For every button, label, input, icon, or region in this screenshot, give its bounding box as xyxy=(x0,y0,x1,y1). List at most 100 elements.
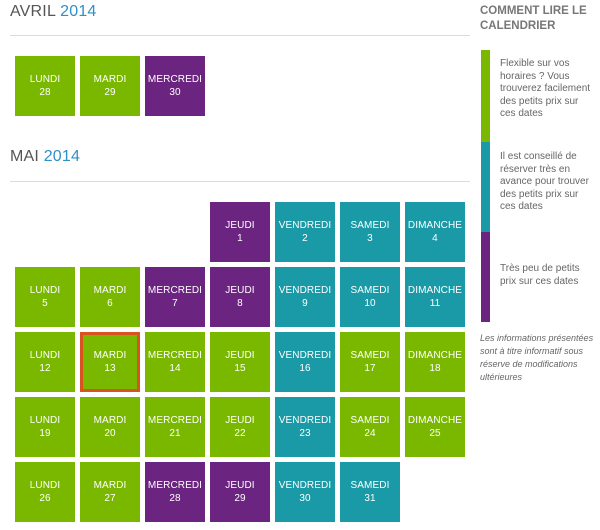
day-cell[interactable]: DIMANCHE 18 xyxy=(405,332,465,392)
day-date: 28 xyxy=(169,493,181,504)
day-cell[interactable]: SAMEDI 17 xyxy=(340,332,400,392)
day-date: 12 xyxy=(39,363,51,374)
month-name: MAI xyxy=(10,148,40,165)
legend-bar-teal xyxy=(481,142,490,232)
day-date: 25 xyxy=(429,428,441,439)
day-weekday: LUNDI xyxy=(29,285,61,296)
day-date: 15 xyxy=(234,363,246,374)
month-year: 2014 xyxy=(43,148,81,165)
day-date: 11 xyxy=(429,298,441,309)
day-weekday: VENDREDI xyxy=(278,415,332,426)
legend-text-purple: Très peu de petits prix sur ces dates xyxy=(500,263,580,287)
day-date: 19 xyxy=(39,428,51,439)
day-cell[interactable]: VENDREDI 16 xyxy=(275,332,335,392)
day-weekday: MARDI xyxy=(93,285,127,296)
legend-note: Les informations présentées sont à titre… xyxy=(480,333,594,382)
day-cell[interactable]: VENDREDI 30 xyxy=(275,462,335,522)
day-date: 30 xyxy=(169,87,181,98)
day-date: 29 xyxy=(104,87,116,98)
day-weekday: JEUDI xyxy=(225,350,255,361)
month-heading-mai: MAI 2014 xyxy=(10,148,80,166)
day-weekday: SAMEDI xyxy=(350,220,390,231)
day-cell[interactable]: JEUDI 1 xyxy=(210,202,270,262)
legend-text-green: Flexible sur vos horaires ? Vous trouver… xyxy=(500,58,591,119)
day-date: 23 xyxy=(299,428,311,439)
day-cell[interactable]: LUNDI 5 xyxy=(15,267,75,327)
day-weekday: JEUDI xyxy=(225,480,255,491)
day-date: 7 xyxy=(172,298,178,309)
day-weekday: VENDREDI xyxy=(278,220,332,231)
day-cell[interactable]: MERCREDI 21 xyxy=(145,397,205,457)
day-date: 10 xyxy=(364,298,376,309)
day-weekday: LUNDI xyxy=(29,350,61,361)
day-weekday: JEUDI xyxy=(225,415,255,426)
day-weekday: VENDREDI xyxy=(278,350,332,361)
day-date: 26 xyxy=(39,493,51,504)
day-cell[interactable]: DIMANCHE 25 xyxy=(405,397,465,457)
day-date: 21 xyxy=(169,428,181,439)
day-cell[interactable]: LUNDI 28 xyxy=(15,56,75,116)
month-heading-avril: AVRIL 2014 xyxy=(10,3,97,21)
day-date: 5 xyxy=(42,298,48,309)
day-cell[interactable]: MARDI 20 xyxy=(80,397,140,457)
day-cell[interactable]: LUNDI 26 xyxy=(15,462,75,522)
day-date: 20 xyxy=(104,428,116,439)
day-cell[interactable]: JEUDI 29 xyxy=(210,462,270,522)
day-weekday: JEUDI xyxy=(225,285,255,296)
day-cell[interactable]: VENDREDI 2 xyxy=(275,202,335,262)
day-cell[interactable]: MARDI 29 xyxy=(80,56,140,116)
day-cell[interactable]: SAMEDI 31 xyxy=(340,462,400,522)
day-date: 4 xyxy=(432,233,438,244)
day-cell[interactable]: MERCREDI 28 xyxy=(145,462,205,522)
day-cell[interactable]: SAMEDI 10 xyxy=(340,267,400,327)
day-weekday: DIMANCHE xyxy=(407,285,463,296)
day-cell[interactable]: LUNDI 12 xyxy=(15,332,75,392)
day-date: 28 xyxy=(39,87,51,98)
day-cell[interactable]: VENDREDI 9 xyxy=(275,267,335,327)
day-weekday: MARDI xyxy=(93,415,127,426)
day-weekday: LUNDI xyxy=(29,415,61,426)
day-weekday: DIMANCHE xyxy=(407,415,463,426)
day-weekday: MERCREDI xyxy=(147,74,203,85)
day-weekday: LUNDI xyxy=(29,480,61,491)
day-cell[interactable]: DIMANCHE 4 xyxy=(405,202,465,262)
legend-text-teal: Il est conseillé de réserver très en ava… xyxy=(500,151,589,212)
month-divider xyxy=(10,181,470,182)
day-date: 27 xyxy=(104,493,116,504)
day-weekday: MERCREDI xyxy=(147,350,203,361)
day-weekday: SAMEDI xyxy=(350,285,390,296)
day-date: 1 xyxy=(237,233,243,244)
day-weekday: VENDREDI xyxy=(278,480,332,491)
day-date: 31 xyxy=(364,493,376,504)
day-date: 18 xyxy=(429,363,441,374)
day-cell[interactable]: VENDREDI 23 xyxy=(275,397,335,457)
day-cell[interactable]: DIMANCHE 11 xyxy=(405,267,465,327)
day-weekday: MARDI xyxy=(93,480,127,491)
day-cell[interactable]: MARDI 13 xyxy=(80,332,140,392)
day-date: 17 xyxy=(364,363,376,374)
day-cell[interactable]: JEUDI 22 xyxy=(210,397,270,457)
day-date: 14 xyxy=(169,363,181,374)
day-cell[interactable]: JEUDI 8 xyxy=(210,267,270,327)
day-cell[interactable]: JEUDI 15 xyxy=(210,332,270,392)
day-date: 3 xyxy=(367,233,373,244)
day-cell[interactable]: SAMEDI 24 xyxy=(340,397,400,457)
day-date: 8 xyxy=(237,298,243,309)
day-cell[interactable]: SAMEDI 3 xyxy=(340,202,400,262)
day-date: 30 xyxy=(299,493,311,504)
day-weekday: DIMANCHE xyxy=(407,220,463,231)
day-date: 16 xyxy=(299,363,311,374)
day-cell[interactable]: MERCREDI 14 xyxy=(145,332,205,392)
day-cell[interactable]: MERCREDI 30 xyxy=(145,56,205,116)
day-cell[interactable]: MARDI 6 xyxy=(80,267,140,327)
legend-bar-green xyxy=(481,50,490,142)
month-year: 2014 xyxy=(60,3,97,20)
day-cell[interactable]: MERCREDI 7 xyxy=(145,267,205,327)
day-weekday: MERCREDI xyxy=(147,285,203,296)
day-date: 24 xyxy=(364,428,376,439)
day-date: 6 xyxy=(107,298,113,309)
day-cell[interactable]: LUNDI 19 xyxy=(15,397,75,457)
day-date: 13 xyxy=(104,363,116,374)
day-date: 2 xyxy=(302,233,308,244)
day-cell[interactable]: MARDI 27 xyxy=(80,462,140,522)
